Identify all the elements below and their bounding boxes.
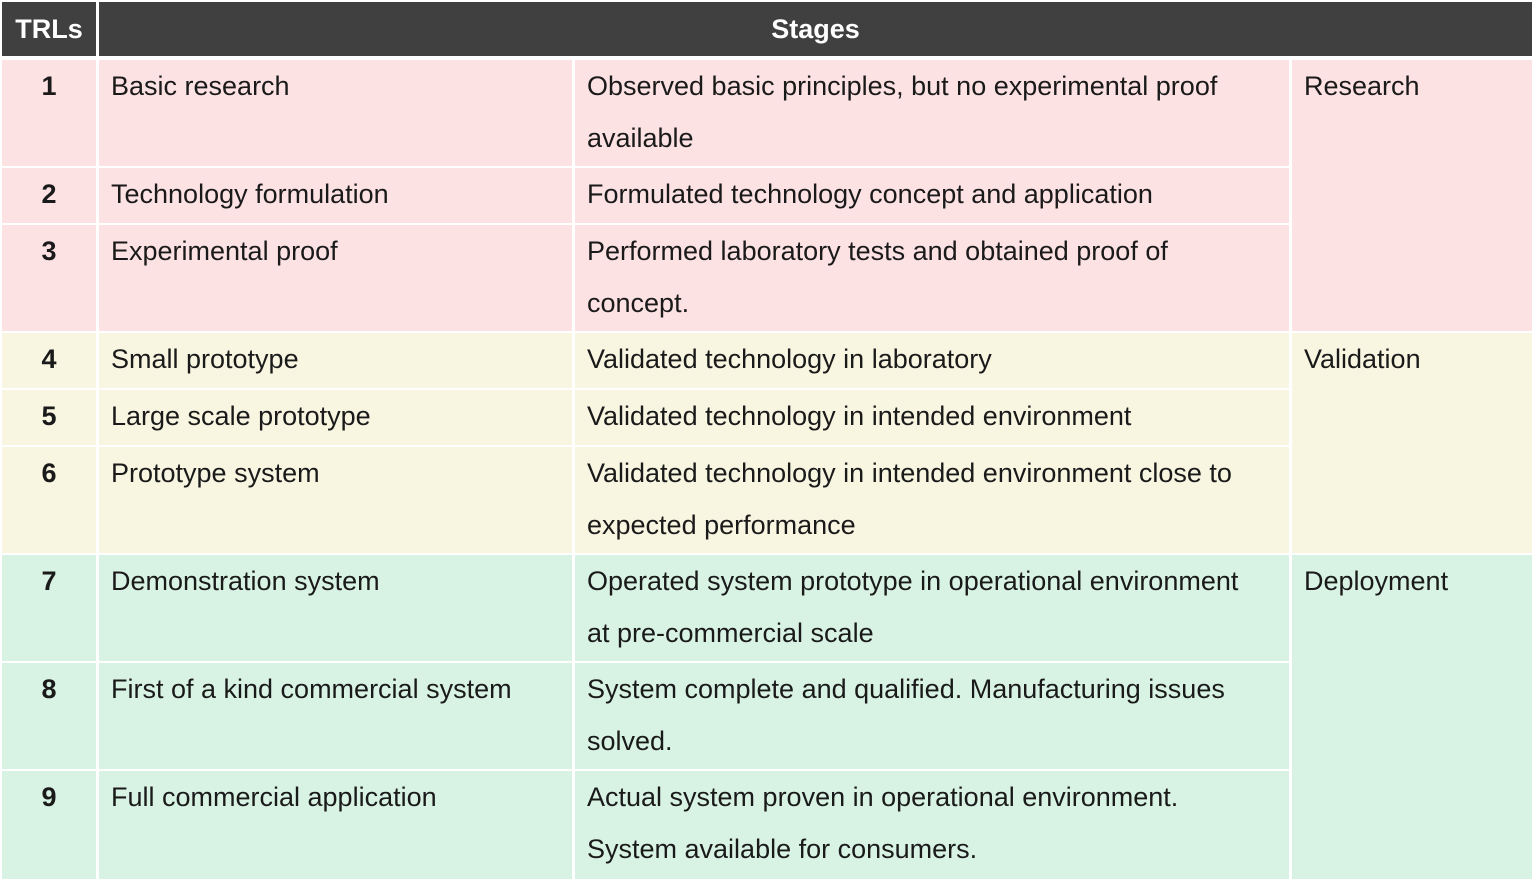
stage-description: Validated technology in intended environ… [575, 390, 1289, 445]
stage-description: Observed basic principles, but no experi… [575, 60, 1289, 166]
stage-description: System complete and qualified. Manufactu… [575, 663, 1289, 769]
description-line-2: available [587, 123, 694, 153]
stage-description: Performed laboratory tests and obtained … [575, 225, 1289, 331]
phase-research: Research [1292, 60, 1532, 331]
stage-name: Prototype system [99, 447, 572, 553]
stage-description: Validated technology in intended environ… [575, 447, 1289, 553]
description-line-2: solved. [587, 726, 673, 756]
trl-number: 7 [2, 555, 96, 661]
description-line-1: Actual system proven in operational envi… [587, 782, 1179, 812]
trl-number: 1 [2, 60, 96, 166]
description-line-1: Validated technology in laboratory [587, 344, 992, 374]
description-line-1: Operated system prototype in operational… [587, 566, 1239, 596]
trl-number: 2 [2, 168, 96, 223]
stage-description: Actual system proven in operational envi… [575, 771, 1289, 879]
stage-description: Validated technology in laboratory [575, 333, 1289, 388]
trl-number: 8 [2, 663, 96, 769]
header-trls: TRLs [2, 2, 96, 56]
stage-name: First of a kind commercial system [99, 663, 572, 769]
description-line-1: System complete and qualified. Manufactu… [587, 674, 1225, 704]
description-line-1: Observed basic principles, but no experi… [587, 71, 1218, 101]
description-line-1: Validated technology in intended environ… [587, 458, 1232, 488]
trl-number: 4 [2, 333, 96, 388]
description-line-2: System available for consumers. [587, 834, 978, 864]
description-line-2: at pre-commercial scale [587, 618, 874, 648]
stage-name: Experimental proof [99, 225, 572, 331]
stage-name: Technology formulation [99, 168, 572, 223]
description-line-2: expected performance [587, 510, 856, 540]
stage-description: Operated system prototype in operational… [575, 555, 1289, 661]
stage-name: Large scale prototype [99, 390, 572, 445]
trl-number: 5 [2, 390, 96, 445]
stage-name: Demonstration system [99, 555, 572, 661]
trl-number: 9 [2, 771, 96, 879]
stage-name: Small prototype [99, 333, 572, 388]
header-stages: Stages [99, 2, 1532, 56]
stage-name: Full commercial application [99, 771, 572, 879]
phase-deployment: Deployment [1292, 555, 1532, 879]
description-line-1: Performed laboratory tests and obtained … [587, 236, 1168, 266]
trl-number: 3 [2, 225, 96, 331]
description-line-1: Validated technology in intended environ… [587, 401, 1132, 431]
stage-name: Basic research [99, 60, 572, 166]
description-line-1: Formulated technology concept and applic… [587, 179, 1153, 209]
stage-description: Formulated technology concept and applic… [575, 168, 1289, 223]
trl-number: 6 [2, 447, 96, 553]
phase-validation: Validation [1292, 333, 1532, 553]
description-line-2: concept. [587, 288, 690, 318]
